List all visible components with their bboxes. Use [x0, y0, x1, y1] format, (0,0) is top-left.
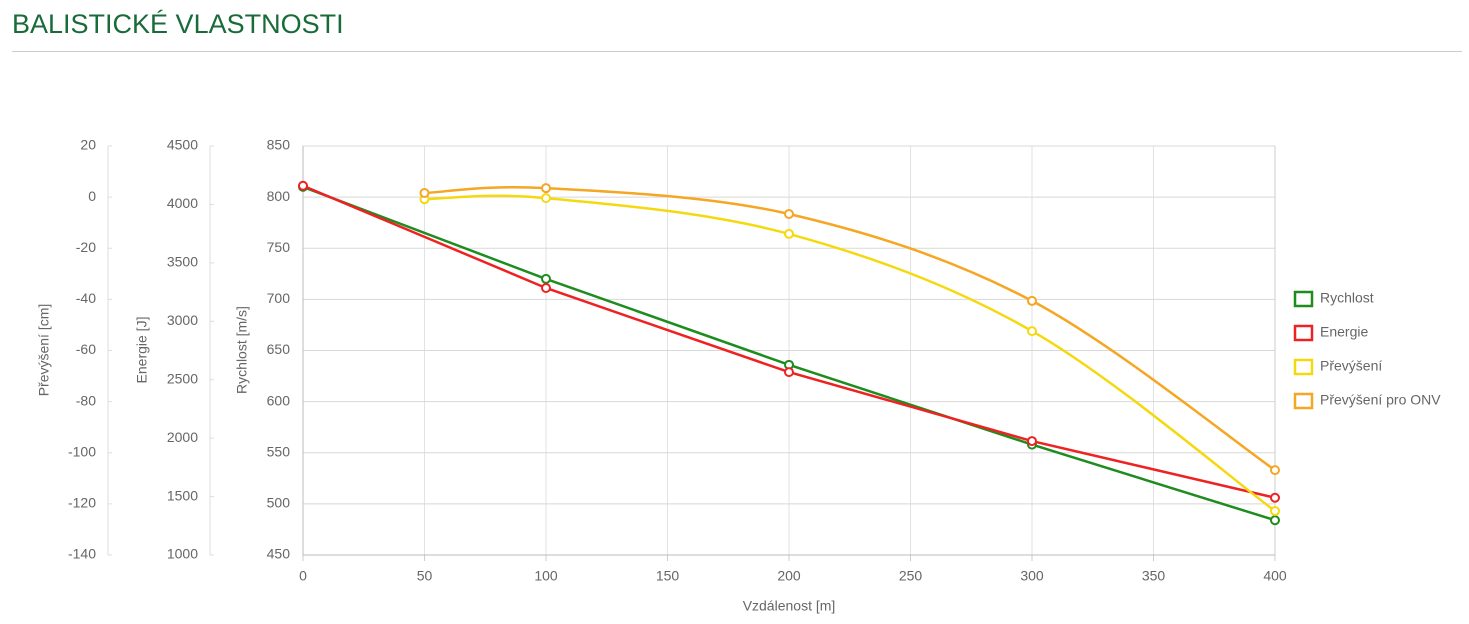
- x-tick-label: 250: [899, 568, 923, 584]
- data-point: [1027, 295, 1037, 306]
- y-tick-label: 450: [267, 546, 291, 562]
- data-point: [541, 193, 551, 204]
- data-point: [298, 180, 308, 191]
- y3-tick-label: -80: [76, 392, 96, 408]
- x-tick-label: 0: [299, 568, 307, 584]
- y3-axis-title: Převýšení [cm]: [36, 304, 52, 397]
- y3-tick-label: -140: [68, 546, 96, 562]
- x-tick-label: 150: [656, 568, 680, 584]
- data-point: [1270, 515, 1280, 526]
- data-point: [1027, 436, 1037, 447]
- data-point: [541, 273, 551, 284]
- y-tick-label: 800: [267, 188, 291, 204]
- y3-tick-label: -40: [76, 290, 96, 306]
- y3-tick-label: -120: [68, 495, 96, 511]
- y-tick-label: 850: [267, 137, 291, 153]
- x-axis-title: Vzdálenost [m]: [743, 598, 836, 614]
- y-axis-title: Rychlost [m/s]: [234, 306, 250, 394]
- y3-tick-label: 20: [80, 137, 96, 153]
- y-tick-label: 550: [267, 443, 291, 459]
- y2-tick-label: 4500: [167, 137, 198, 153]
- y2-tick-label: 1500: [167, 487, 198, 503]
- data-point: [419, 188, 430, 199]
- legend-label: Rychlost: [1320, 290, 1374, 306]
- data-point: [1270, 465, 1280, 476]
- data-point: [784, 367, 794, 378]
- y2-tick-label: 2500: [167, 370, 198, 386]
- y-tick-label: 500: [267, 495, 291, 511]
- y3-tick-label: 0: [88, 188, 96, 204]
- legend-swatch: [1293, 290, 1314, 308]
- y-tick-label: 650: [267, 341, 291, 357]
- x-tick-label: 50: [417, 568, 433, 584]
- x-tick-label: 400: [1263, 568, 1287, 584]
- data-point: [1027, 326, 1037, 337]
- series-line: [424, 186, 1276, 472]
- series-line: [424, 194, 1276, 513]
- legend-label: Převýšení: [1320, 358, 1382, 374]
- legend-swatch: [1293, 324, 1314, 342]
- y3-tick-label: -60: [76, 341, 96, 357]
- data-point: [784, 208, 794, 219]
- legend-label: Převýšení pro ONV: [1320, 392, 1441, 408]
- y3-tick-label: -100: [68, 443, 96, 459]
- y-tick-label: 700: [267, 290, 291, 306]
- x-tick-label: 100: [534, 568, 558, 584]
- chart-title: BALISTICKÉ VLASTNOSTI: [12, 9, 344, 39]
- data-point: [1270, 492, 1280, 503]
- legend-swatch: [1293, 392, 1314, 410]
- y2-tick-label: 2000: [167, 429, 198, 445]
- data-point: [541, 183, 551, 194]
- y2-tick-label: 1000: [167, 546, 198, 562]
- legend-swatch: [1293, 358, 1314, 376]
- y3-tick-label: -20: [76, 239, 96, 255]
- y2-tick-label: 3000: [167, 312, 198, 328]
- x-tick-label: 300: [1020, 568, 1044, 584]
- y2-tick-label: 3500: [167, 254, 198, 270]
- y-tick-label: 750: [267, 239, 291, 255]
- legend-label: Energie: [1320, 324, 1368, 340]
- data-point: [541, 282, 551, 293]
- x-tick-label: 200: [777, 568, 801, 584]
- data-point: [1270, 506, 1280, 517]
- y2-axis-title: Energie [J]: [134, 317, 150, 384]
- y-tick-label: 600: [267, 392, 291, 408]
- y2-tick-label: 4000: [167, 195, 198, 211]
- data-point: [784, 228, 794, 239]
- x-tick-label: 350: [1142, 568, 1166, 584]
